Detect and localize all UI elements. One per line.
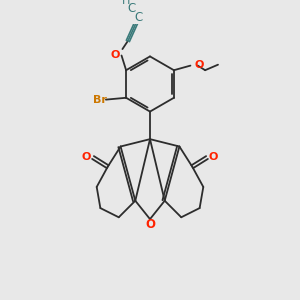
Text: O: O	[145, 218, 155, 231]
Text: O: O	[194, 60, 203, 70]
Text: O: O	[209, 152, 218, 162]
Text: C: C	[128, 2, 136, 15]
Text: H: H	[122, 0, 130, 6]
Text: Br: Br	[92, 94, 106, 105]
Text: O: O	[110, 50, 120, 60]
Text: O: O	[82, 152, 91, 162]
Text: C: C	[135, 11, 143, 24]
